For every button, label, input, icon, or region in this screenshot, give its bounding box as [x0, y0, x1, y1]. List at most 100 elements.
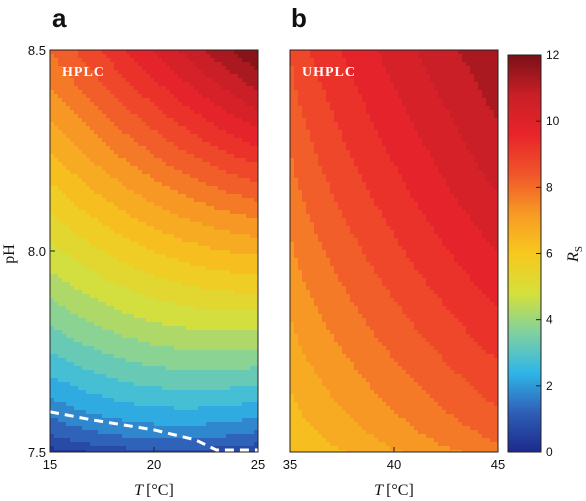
- heatmap-cell: [50, 246, 55, 251]
- heatmap-cell: [118, 70, 123, 75]
- heatmap-cell: [218, 274, 223, 279]
- heatmap-cell: [98, 274, 103, 279]
- heatmap-cell: [142, 226, 147, 231]
- heatmap-cell: [150, 298, 155, 303]
- heatmap-cell: [130, 70, 135, 75]
- heatmap-cell: [122, 230, 127, 235]
- heatmap-cell: [122, 206, 127, 211]
- heatmap-cell: [198, 142, 203, 147]
- heatmap-cell: [78, 178, 83, 183]
- heatmap-cell: [246, 302, 251, 307]
- heatmap-cell: [94, 250, 99, 255]
- heatmap-cell: [102, 390, 107, 395]
- heatmap-cell: [230, 266, 235, 271]
- heatmap-cell: [90, 134, 95, 139]
- heatmap-cell: [70, 274, 75, 279]
- heatmap-cell: [122, 374, 127, 379]
- heatmap-cell: [234, 90, 239, 95]
- heatmap-cell: [170, 98, 175, 103]
- heatmap-cell: [218, 370, 223, 375]
- heatmap-cell: [74, 74, 79, 79]
- heatmap-cell: [190, 218, 195, 223]
- heatmap-cell: [70, 374, 75, 379]
- heatmap-cell: [226, 114, 231, 119]
- heatmap-cell: [226, 234, 231, 239]
- heatmap-cell: [222, 350, 227, 355]
- heatmap-cell: [242, 242, 247, 247]
- heatmap-cell: [222, 106, 227, 111]
- heatmap-cell: [126, 166, 131, 171]
- heatmap-cell: [50, 234, 55, 239]
- heatmap-cell: [234, 134, 239, 139]
- heatmap-cell: [162, 54, 167, 59]
- heatmap-cell: [122, 114, 127, 119]
- heatmap-cell: [70, 342, 75, 347]
- heatmap-cell: [54, 266, 59, 271]
- heatmap-cell: [186, 294, 191, 299]
- heatmap-cell: [178, 94, 183, 99]
- heatmap-cell: [222, 174, 227, 179]
- heatmap-cell: [162, 170, 167, 175]
- heatmap-cell: [66, 110, 71, 115]
- heatmap-cell: [178, 226, 183, 231]
- heatmap-cell: [246, 62, 251, 67]
- heatmap-cell: [114, 382, 119, 387]
- heatmap-cell: [210, 278, 215, 283]
- heatmap-cell: [122, 198, 127, 203]
- heatmap-cell: [70, 50, 75, 55]
- heatmap-cell: [182, 158, 187, 163]
- heatmap-cell: [110, 166, 115, 171]
- heatmap-cell: [78, 306, 83, 311]
- heatmap-cell: [134, 186, 139, 191]
- heatmap-cell: [58, 270, 63, 275]
- heatmap-cell: [194, 162, 199, 167]
- heatmap-cell: [194, 342, 199, 347]
- heatmap-cell: [250, 418, 255, 423]
- heatmap-cell: [210, 330, 215, 335]
- heatmap-cell: [210, 294, 215, 299]
- heatmap-cell: [106, 430, 111, 435]
- heatmap-cell: [242, 314, 247, 319]
- heatmap-cell: [254, 318, 258, 323]
- heatmap-cell: [58, 130, 63, 135]
- heatmap-cell: [202, 306, 207, 311]
- heatmap-cell: [90, 322, 95, 327]
- heatmap-cell: [194, 226, 199, 231]
- heatmap-cell: [138, 122, 143, 127]
- heatmap-cell: [230, 206, 235, 211]
- heatmap-cell: [210, 354, 215, 359]
- heatmap-cell: [214, 262, 219, 267]
- heatmap-cell: [230, 410, 235, 415]
- heatmap-cell: [250, 142, 255, 147]
- heatmap-cell: [50, 378, 55, 383]
- heatmap-cell: [214, 426, 219, 431]
- heatmap-cell: [82, 186, 87, 191]
- heatmap-cell: [130, 194, 135, 199]
- heatmap-cell: [198, 74, 203, 79]
- heatmap-cell: [186, 222, 191, 227]
- heatmap-cell: [242, 62, 247, 67]
- heatmap-cell: [138, 134, 143, 139]
- heatmap-cell: [90, 298, 95, 303]
- heatmap-cell: [206, 226, 211, 231]
- heatmap-cell: [82, 318, 87, 323]
- heatmap-cell: [106, 218, 111, 223]
- heatmap-cell: [194, 50, 199, 55]
- heatmap-cell: [82, 382, 87, 387]
- heatmap-cell: [130, 390, 135, 395]
- heatmap-cell: [206, 390, 211, 395]
- heatmap-cell: [114, 290, 119, 295]
- heatmap-cell: [122, 162, 127, 167]
- heatmap-cell: [74, 70, 79, 75]
- heatmap-cell: [74, 166, 79, 171]
- heatmap-cell: [254, 198, 258, 203]
- heatmap-cell: [86, 182, 91, 187]
- heatmap-cell: [118, 122, 123, 127]
- heatmap-cell: [190, 70, 195, 75]
- heatmap-cell: [102, 158, 107, 163]
- heatmap-cell: [246, 326, 251, 331]
- heatmap-cell: [106, 298, 111, 303]
- heatmap-cell: [190, 78, 195, 83]
- heatmap-cell: [106, 250, 111, 255]
- heatmap-cell: [198, 106, 203, 111]
